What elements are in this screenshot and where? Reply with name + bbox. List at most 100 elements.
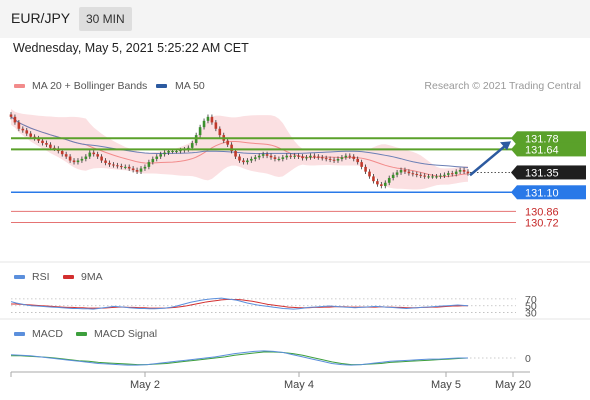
candle-body — [309, 155, 312, 158]
candle-body — [175, 151, 178, 152]
candle-body — [9, 114, 13, 117]
candle-body — [253, 157, 257, 159]
candle-body — [112, 164, 115, 166]
rsi-ma-legend: 9MA — [81, 271, 103, 283]
candle-body — [238, 156, 241, 161]
level-tag-pointer — [511, 185, 517, 200]
candle-body — [214, 122, 218, 129]
level-label: 131.10 — [525, 187, 559, 199]
datetime-label: Wednesday, May 5, 2021 5:25:22 AM CET — [13, 41, 249, 55]
candle-body — [313, 155, 316, 157]
candle-body — [80, 158, 84, 161]
candle-body — [269, 155, 273, 158]
candle-body — [281, 157, 285, 159]
candle-body — [246, 160, 249, 163]
ma20-legend-swatch — [14, 84, 25, 88]
ma50-legend: MA 50 — [175, 80, 205, 92]
candle-body — [332, 159, 336, 161]
candle-body — [190, 143, 194, 148]
level-label: 131.78 — [525, 133, 559, 145]
candle-body — [218, 128, 222, 136]
candle-body — [76, 160, 80, 163]
candle-body — [84, 156, 88, 159]
candle-body — [167, 151, 170, 153]
candle-body — [427, 176, 430, 178]
rsi-ma-legend-swatch — [63, 275, 74, 279]
candle-body — [163, 152, 166, 155]
rsi-level-label: 50 — [525, 301, 537, 313]
ma50-line — [10, 116, 469, 169]
candle-body — [250, 158, 253, 161]
candle-body — [344, 155, 348, 158]
candle-body — [100, 156, 103, 161]
candle-body — [123, 166, 127, 168]
candle-body — [324, 158, 328, 160]
rsi-legend: RSI — [32, 271, 50, 283]
macd-legend-swatch — [14, 332, 25, 336]
candle-body — [454, 171, 458, 175]
x-tick-label: May 2 — [130, 379, 160, 391]
candle-body — [435, 176, 438, 178]
candle-body — [372, 176, 375, 182]
candle-body — [293, 155, 296, 157]
candle-body — [391, 174, 395, 178]
candle-body — [265, 154, 269, 156]
candle-body — [120, 166, 123, 168]
macd-zero-label: 0 — [525, 353, 531, 365]
candle-body — [147, 162, 151, 167]
candle-body — [336, 158, 340, 161]
candle-body — [151, 158, 155, 163]
forecast-arrow — [469, 143, 508, 177]
macd-signal-line — [11, 351, 469, 366]
level-label: 131.35 — [525, 167, 559, 179]
candle-body — [301, 156, 304, 159]
candle-body — [411, 173, 415, 175]
candle-body — [431, 176, 434, 178]
candle-body — [376, 181, 379, 185]
candle-body — [41, 140, 44, 144]
level-label: 131.64 — [525, 144, 559, 156]
macd-signal-legend: MACD Signal — [94, 328, 158, 340]
level-tag-current — [517, 165, 586, 180]
candle-body — [297, 155, 300, 157]
candle-body — [135, 170, 139, 172]
candle-body — [395, 172, 399, 175]
candle-body — [289, 155, 293, 157]
candle-body — [206, 116, 210, 121]
candle-body — [285, 155, 289, 158]
candle-body — [328, 158, 332, 160]
timeframe-button[interactable]: 30 MIN — [79, 7, 132, 31]
candle-body — [352, 156, 356, 159]
level-tag-pointer — [511, 165, 517, 180]
candles-group — [9, 112, 470, 189]
candle-body — [72, 160, 76, 163]
candle-body — [399, 170, 403, 173]
credit-label: Research © 2021 Trading Central — [424, 80, 581, 92]
candle-body — [368, 171, 371, 177]
forecast-arrow-head — [500, 141, 511, 151]
candle-body — [364, 166, 367, 172]
candle-body — [131, 168, 135, 171]
candle-body — [230, 144, 233, 151]
candle-body — [261, 154, 265, 156]
candle-body — [88, 152, 92, 157]
candle-body — [127, 166, 131, 169]
candle-body — [21, 128, 25, 131]
level-label: 130.72 — [525, 217, 559, 229]
candle-body — [242, 160, 245, 163]
candle-body — [466, 171, 470, 174]
candle-body — [419, 174, 423, 176]
candle-body — [348, 155, 352, 157]
level-label: 130.86 — [525, 206, 559, 218]
candle-body — [53, 147, 56, 149]
candle-body — [210, 116, 214, 123]
candle-body — [277, 158, 281, 160]
candle-body — [202, 120, 206, 128]
candle-body — [143, 166, 147, 169]
candle-body — [139, 168, 143, 172]
candle-body — [305, 157, 308, 159]
candle-body — [159, 154, 163, 157]
candle-body — [108, 162, 111, 165]
x-tick-label: May 20 — [495, 379, 531, 391]
